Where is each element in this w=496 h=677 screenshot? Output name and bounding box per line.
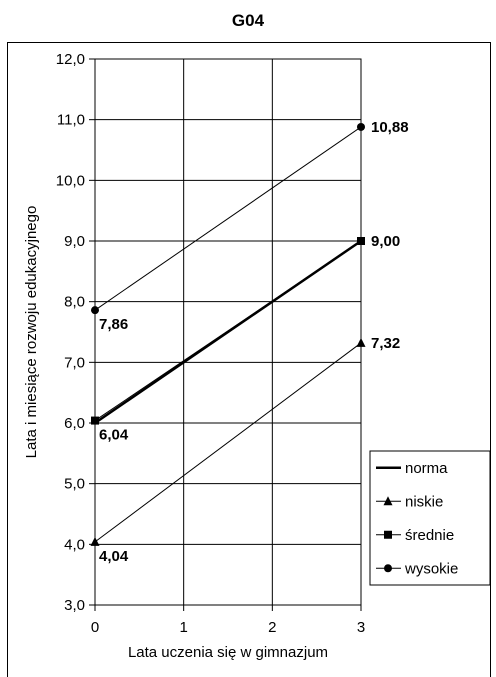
data-point-wysokie	[357, 122, 365, 131]
y-tick-label: 3,0	[64, 597, 85, 614]
legend-marker-średnie	[384, 530, 392, 539]
y-tick-label: 5,0	[64, 476, 85, 493]
data-label: 7,32	[371, 335, 400, 352]
data-label: 10,88	[371, 119, 409, 136]
y-tick-label: 8,0	[64, 294, 85, 311]
series-group	[90, 122, 366, 546]
data-label: 9,00	[371, 233, 400, 250]
legend: norma niskie średnie wysokie	[369, 450, 491, 586]
series-line-wysokie	[94, 126, 362, 311]
x-tick-label: 2	[268, 619, 276, 636]
series-line-niskie	[94, 342, 362, 543]
x-axis-label: Lata uczenia się w gimnazjum	[128, 644, 328, 661]
legend-box	[369, 450, 491, 586]
data-label: 4,04	[99, 548, 129, 565]
legend-label-średnie: średnie	[405, 527, 454, 544]
plot-area	[94, 58, 362, 606]
y-axis-label: Lata i miesiące rozwoju edukacyjnego	[23, 206, 40, 459]
y-tick-label: 4,0	[64, 536, 85, 553]
legend-label-norma: norma	[405, 460, 448, 477]
legend-label-wysokie: wysokie	[404, 560, 458, 577]
y-tick-label: 9,0	[64, 233, 85, 250]
x-tick-label: 1	[179, 619, 187, 636]
data-label: 6,04	[99, 427, 129, 444]
data-point-niskie	[356, 337, 366, 347]
x-tick-label: 0	[91, 619, 99, 636]
data-point-niskie	[90, 536, 100, 546]
x-axis-ticks: 0 1 2 3	[91, 605, 365, 636]
y-tick-label: 11,0	[57, 112, 85, 129]
y-tick-label: 10,0	[56, 172, 85, 189]
legend-label-niskie: niskie	[405, 493, 443, 510]
data-point-wysokie	[91, 306, 99, 315]
y-tick-label: 6,0	[64, 415, 85, 432]
data-label: 7,86	[99, 316, 128, 333]
chart-title: G04	[232, 11, 265, 30]
data-labels: 4,04 6,04 7,86 7,32 9,00 10,88	[99, 119, 409, 565]
data-point-średnie	[357, 237, 365, 245]
y-tick-label: 7,0	[64, 354, 85, 371]
legend-marker-wysokie	[384, 564, 392, 573]
data-point-średnie	[91, 416, 99, 425]
y-tick-label: 12,0	[56, 51, 85, 68]
series-line-średnie	[94, 240, 362, 421]
x-tick-label: 3	[357, 619, 365, 636]
legend-marker-niskie	[383, 496, 393, 506]
